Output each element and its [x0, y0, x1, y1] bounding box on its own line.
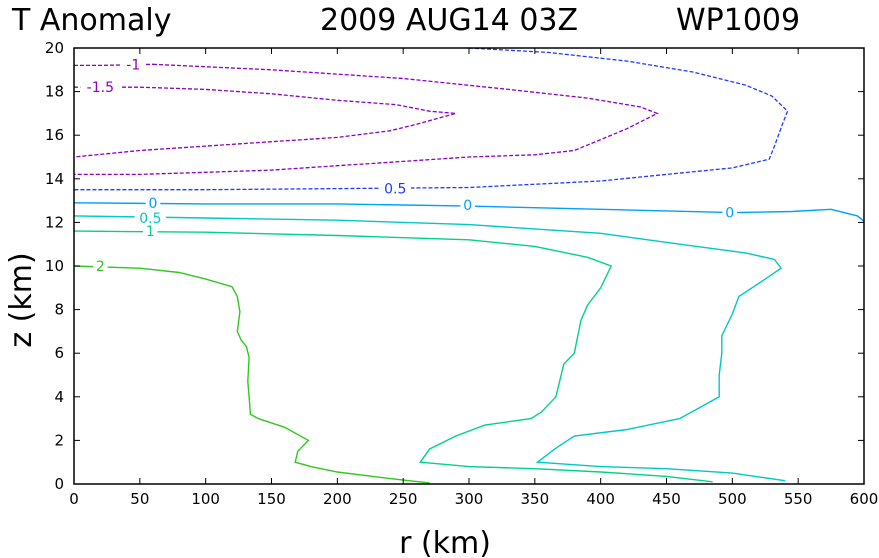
- contour-2-label: 2: [96, 259, 105, 275]
- x-tick-label: 300: [455, 490, 484, 508]
- contour-2-line: [73, 265, 430, 484]
- x-tick-label: 550: [784, 490, 813, 508]
- x-tick-label: 0: [69, 490, 79, 508]
- plot-frame: [73, 47, 865, 485]
- x-tick-label: 400: [586, 490, 615, 508]
- y-tick-label: 8: [54, 301, 64, 319]
- y-tick-label: 4: [54, 388, 64, 406]
- contour-minus-0-5-line: [74, 47, 789, 191]
- x-tick-label: 250: [389, 490, 418, 508]
- contour-1-line: [73, 230, 713, 483]
- contour-0-line: [73, 202, 865, 222]
- y-tick-label: 18: [45, 83, 64, 101]
- y-tick-label: 12: [45, 213, 64, 231]
- y-axis-label: z (km): [4, 252, 39, 347]
- contour-minus-1-5-inner-line: [73, 86, 456, 158]
- contour-0-label-bg: [145, 194, 161, 211]
- contour-minus-1-label: -1: [126, 57, 140, 73]
- contour-0-label: 0: [725, 206, 734, 222]
- x-tick-label: 50: [130, 490, 149, 508]
- x-tick-label: 450: [652, 490, 681, 508]
- contour-minus-1-5-inner-label: -1.5: [87, 80, 114, 96]
- contour-2-label-bg: [93, 258, 108, 274]
- contour-0-label-bg: [722, 204, 737, 221]
- contour-0-5-label-bg: [134, 210, 167, 227]
- chart-storm-id: WP1009: [676, 3, 800, 38]
- x-tick-label: 500: [718, 490, 747, 508]
- contour-minus-1-5-inner-label-bg: [80, 79, 121, 96]
- x-tick-label: 600: [850, 490, 879, 508]
- contour-1-label-bg: [143, 223, 158, 240]
- contour-0-label: 0: [149, 196, 158, 212]
- x-axis-ticks: 0 50 100 150 200 250 300 350 400 450 500 550 600: [69, 48, 878, 508]
- y-tick-label: 20: [45, 39, 64, 57]
- y-tick-label: 10: [45, 257, 64, 275]
- contour-1-label: 1: [146, 224, 155, 240]
- contour-0-5-line: [73, 215, 786, 482]
- contour-0-5-label: 0.5: [139, 211, 161, 227]
- x-tick-label: 350: [521, 490, 550, 508]
- x-tick-label: 150: [257, 490, 286, 508]
- chart-date: 2009 AUG14 03Z: [320, 3, 578, 38]
- x-tick-label: 100: [191, 490, 220, 508]
- contour-minus-1-outer-line: [74, 63, 659, 176]
- y-tick-label: 14: [45, 170, 64, 188]
- contour-0-label-bg: [460, 196, 475, 213]
- contour-0-label: 0: [463, 198, 472, 214]
- chart-title: T Anomaly: [11, 3, 171, 38]
- contour-layer: [73, 47, 865, 484]
- y-tick-label: 6: [54, 344, 64, 362]
- y-tick-label: 2: [54, 431, 64, 449]
- contour-minus-0-5-label: 0.5: [384, 182, 406, 198]
- contour-label-layer: -1-1.50.50 0 00.512: [80, 56, 737, 275]
- contour-minus-1-label-bg: [121, 56, 145, 73]
- x-tick-label: 200: [323, 490, 352, 508]
- y-tick-label: 16: [45, 126, 64, 144]
- y-tick-label: 0: [54, 475, 64, 493]
- contour-minus-0-5-label-bg: [379, 180, 412, 197]
- x-axis-label: r (km): [399, 526, 491, 558]
